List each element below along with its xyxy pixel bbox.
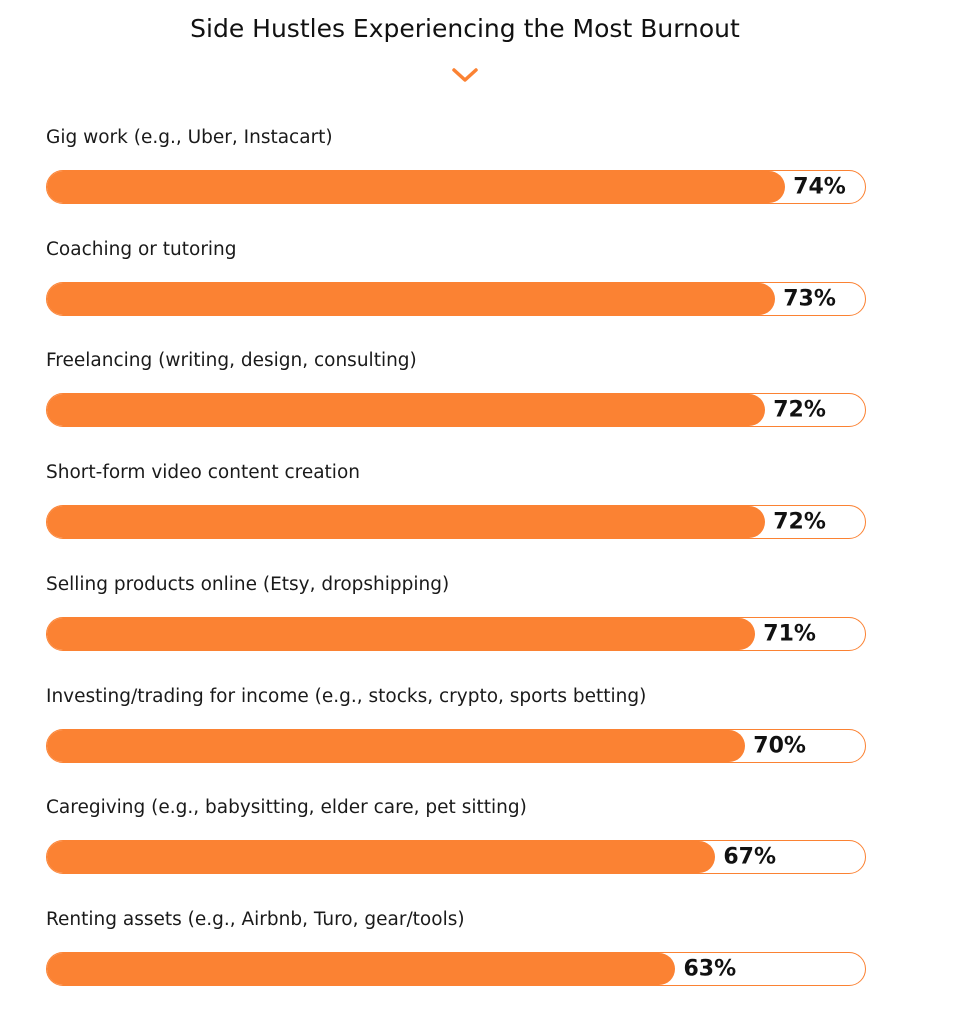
bar-track: 63%: [46, 951, 866, 986]
bar-category-label: Gig work (e.g., Uber, Instacart): [46, 127, 333, 148]
bar: [47, 729, 746, 762]
bar-value-label: 72%: [773, 509, 826, 535]
bar-value-label: 74%: [793, 174, 846, 200]
bar-track: 70%: [46, 728, 866, 763]
bar: [47, 952, 676, 985]
bar-track: 72%: [46, 393, 866, 428]
bar: [47, 282, 776, 315]
bar-value-label: 71%: [763, 621, 816, 647]
bar-value-label: 72%: [773, 397, 826, 423]
bar-value-label: 73%: [783, 286, 836, 312]
bar-category-label: Investing/trading for income (e.g., stoc…: [46, 685, 647, 707]
bar-track: 74%: [46, 170, 866, 204]
bar-value-label: 67%: [723, 844, 777, 870]
bar-category-label: Caregiving (e.g., babysitting, elder car…: [46, 797, 527, 819]
bar: [47, 506, 766, 539]
bar: [47, 841, 716, 874]
bar-track: 67%: [46, 840, 866, 875]
bar-category-label: Freelancing (writing, design, consulting…: [46, 350, 417, 372]
bar-category-label: Renting assets (e.g., Airbnb, Turo, gear…: [46, 908, 465, 930]
bar-track: 73%: [46, 281, 866, 316]
bar-track: 71%: [46, 616, 866, 651]
bar: [47, 171, 786, 203]
bar-track: 72%: [46, 505, 866, 540]
chart-title: Side Hustles Experiencing the Most Burno…: [190, 14, 740, 43]
bar-category-label: Short-form video content creation: [46, 462, 360, 484]
bar-value-label: 63%: [683, 956, 737, 982]
bar-value-label: 70%: [753, 733, 806, 758]
bar-category-label: Coaching or tutoring: [46, 238, 237, 260]
chevron-down-icon: [452, 68, 478, 82]
bar: [47, 394, 766, 427]
bar: [47, 617, 756, 650]
bar-category-label: Selling products online (Etsy, dropshipp…: [46, 573, 450, 595]
